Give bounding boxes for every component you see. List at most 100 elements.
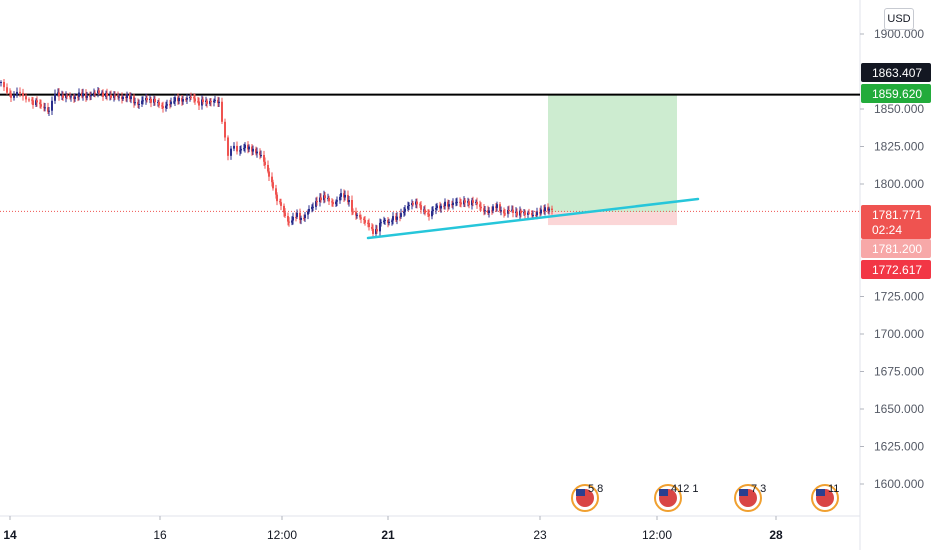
candle-body xyxy=(548,208,550,211)
candle-body xyxy=(363,218,365,220)
candle-body xyxy=(492,206,494,211)
candle-body xyxy=(320,197,322,201)
candle-body xyxy=(40,104,42,107)
candle-body xyxy=(230,148,232,156)
candle-body xyxy=(114,95,116,97)
candle-body xyxy=(287,216,289,222)
y-tick-label: 1900.000 xyxy=(874,27,924,41)
candle-body xyxy=(535,214,537,216)
candle-body xyxy=(35,100,37,106)
candle-body xyxy=(0,82,2,83)
candle-body xyxy=(387,219,389,224)
candle-body xyxy=(376,229,378,232)
candle-body xyxy=(311,206,313,209)
candle-body xyxy=(161,105,163,107)
candle-body xyxy=(359,214,361,218)
candle-body xyxy=(90,95,92,97)
candle-body xyxy=(520,210,522,214)
candle-body xyxy=(484,210,486,212)
candle-body xyxy=(512,209,514,213)
candle-body xyxy=(146,97,148,101)
loss-zone[interactable] xyxy=(548,212,677,226)
candle-body xyxy=(375,229,377,234)
candle-body xyxy=(531,212,533,216)
y-tick-label: 1650.000 xyxy=(874,402,924,416)
candle-body xyxy=(424,209,426,214)
candle-body xyxy=(193,97,195,99)
candle-body xyxy=(36,100,38,103)
candle-body xyxy=(202,99,204,102)
candle-body xyxy=(224,121,226,138)
price-label-entry xyxy=(861,239,931,258)
candle-body xyxy=(165,105,167,109)
y-tick-label: 1725.000 xyxy=(874,290,924,304)
event-count-label: 7 3 xyxy=(751,483,766,495)
candle-body xyxy=(324,195,326,199)
candle-body xyxy=(170,101,172,105)
candle-body xyxy=(134,102,136,104)
price-label-stop-text: 1772.617 xyxy=(872,263,922,277)
profit-zone[interactable] xyxy=(548,94,677,213)
candle-body xyxy=(368,222,370,227)
candle-body xyxy=(276,194,278,202)
candle-body xyxy=(364,219,366,223)
candle-body xyxy=(62,95,64,98)
candle-body xyxy=(332,202,334,205)
y-tick-label: 1825.000 xyxy=(874,140,924,154)
candle-body xyxy=(440,205,442,209)
candle-body xyxy=(227,137,229,156)
candle-body xyxy=(110,94,112,98)
candle-body xyxy=(93,92,95,96)
candle-body xyxy=(65,95,67,98)
candle-body xyxy=(98,90,100,93)
y-tick-label: 1675.000 xyxy=(874,365,924,379)
candle-body xyxy=(379,222,381,232)
candle-body xyxy=(459,201,461,203)
candle-body xyxy=(496,204,498,208)
candle-body xyxy=(480,206,482,209)
candle-body xyxy=(371,226,373,229)
candle-body xyxy=(102,92,104,97)
price-label-resistance xyxy=(861,63,931,82)
candle-body xyxy=(299,212,301,220)
candle-body xyxy=(58,92,60,97)
candle-body xyxy=(51,100,53,111)
candle-body xyxy=(508,209,510,211)
candle-body xyxy=(174,97,176,102)
candle-body xyxy=(275,188,277,195)
candle-body xyxy=(403,211,405,214)
candle-body xyxy=(25,96,27,100)
candle-body xyxy=(356,214,358,216)
candle-body xyxy=(288,221,290,223)
candle-body xyxy=(198,101,200,106)
candle-body xyxy=(444,201,446,207)
candle-body xyxy=(39,102,41,105)
candle-body xyxy=(66,95,68,97)
candle-body xyxy=(244,144,246,149)
candle-body xyxy=(307,211,309,215)
candle-body xyxy=(544,207,546,212)
candle-body xyxy=(372,228,374,234)
candle-body xyxy=(194,98,196,102)
candle-body xyxy=(13,95,15,98)
candle-body xyxy=(488,210,490,214)
candle-body xyxy=(217,99,219,104)
candle-body xyxy=(352,211,354,213)
currency-button[interactable]: USD xyxy=(884,8,914,30)
candle-body xyxy=(210,101,212,103)
candle-body xyxy=(209,101,211,104)
candle-body xyxy=(335,201,337,205)
candle-body xyxy=(284,212,286,217)
price-label-target xyxy=(861,84,931,103)
trendline[interactable] xyxy=(366,197,700,240)
candle-body xyxy=(77,96,79,98)
candle-body xyxy=(44,107,46,109)
event-flag-canton xyxy=(576,489,585,496)
y-tick-label: 1600.000 xyxy=(874,477,924,491)
candle-body xyxy=(10,93,12,98)
candle-body xyxy=(460,202,462,205)
candle-body xyxy=(391,220,393,222)
candle-body xyxy=(388,221,390,224)
